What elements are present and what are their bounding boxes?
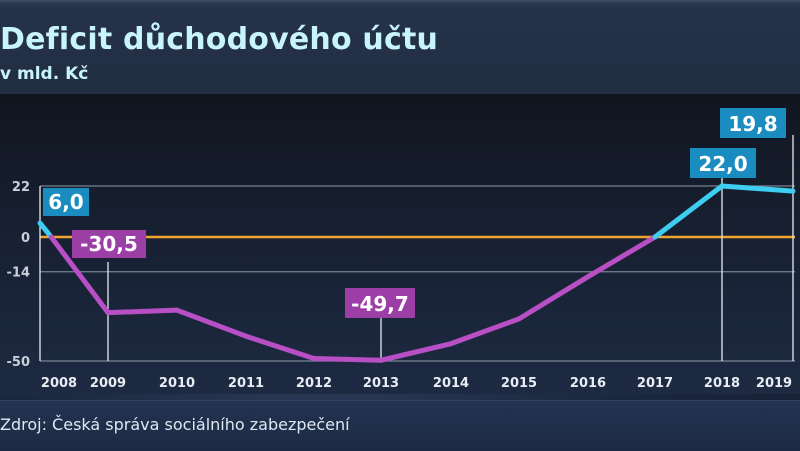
- negative-series-segment: [311, 356, 384, 363]
- y-tick-label: 22: [12, 180, 30, 195]
- negative-series-segment: [243, 333, 317, 362]
- x-tick-label: 2009: [90, 376, 126, 391]
- x-tick-label: 2017: [637, 376, 673, 391]
- x-tick-label: 2019: [756, 376, 792, 391]
- title-bar: Deficit důchodového účtu v mld. Kč: [0, 0, 800, 94]
- data-series: [37, 183, 796, 363]
- gridlines: [39, 135, 795, 362]
- negative-series-segment: [174, 307, 249, 339]
- x-tick-label: 2016: [570, 376, 606, 391]
- data-label-text: -49,7: [351, 292, 409, 316]
- x-tick-label: 2015: [501, 376, 537, 391]
- negative-series-segment: [48, 234, 111, 316]
- y-tick-label: 0: [21, 231, 30, 246]
- y-tick-label: -14: [7, 266, 31, 281]
- negative-series-segment: [105, 307, 180, 316]
- negative-series-segment: [378, 341, 454, 363]
- x-tick-label: 2013: [363, 376, 399, 391]
- data-label-text: -30,5: [80, 232, 138, 256]
- y-axis-ticks: 22 0 -14 -50: [7, 180, 31, 370]
- y-tick-label: -50: [7, 355, 31, 370]
- negative-series-segment: [448, 316, 522, 347]
- source-note: Zdroj: Česká správa sociálního zabezpeče…: [0, 415, 350, 434]
- footer: Zdroj: Česká správa sociálního zabezpeče…: [0, 400, 800, 451]
- chart-title: Deficit důchodového účtu: [0, 22, 439, 57]
- negative-series-segment: [516, 274, 591, 322]
- positive-series-segment: [37, 220, 54, 240]
- x-tick-label: 2014: [433, 376, 469, 391]
- data-label-text: 6,0: [48, 190, 83, 214]
- x-axis-ticks: 2008 2009 2010 2011 2012 2013 2014 2015 2016 2017…: [41, 376, 792, 391]
- data-label-box: [72, 230, 146, 258]
- x-tick-label: 2012: [296, 376, 332, 391]
- data-label-text: 19,8: [728, 112, 777, 136]
- chart-subtitle: v mld. Kč: [0, 64, 89, 84]
- data-labels: 6,0 -30,5 -49,7 22,0 19,8: [43, 108, 786, 318]
- line-chart: 220-14-50 2008 2009 2010 2011 2012 2013 2014 20…: [7, 108, 796, 391]
- negative-series-segment: [585, 234, 658, 280]
- data-label-text: 22,0: [698, 152, 747, 176]
- x-tick-label: 2011: [228, 376, 264, 391]
- positive-series-segment: [719, 183, 796, 194]
- positive-series-segment: [652, 183, 725, 240]
- data-label-box: [345, 288, 415, 318]
- data-label-box: [690, 148, 756, 178]
- data-label-box: [43, 188, 89, 216]
- x-tick-label: 2010: [159, 376, 195, 391]
- x-tick-label: 2018: [704, 376, 740, 391]
- data-label-box: [720, 108, 786, 138]
- x-tick-label: 2008: [41, 376, 77, 391]
